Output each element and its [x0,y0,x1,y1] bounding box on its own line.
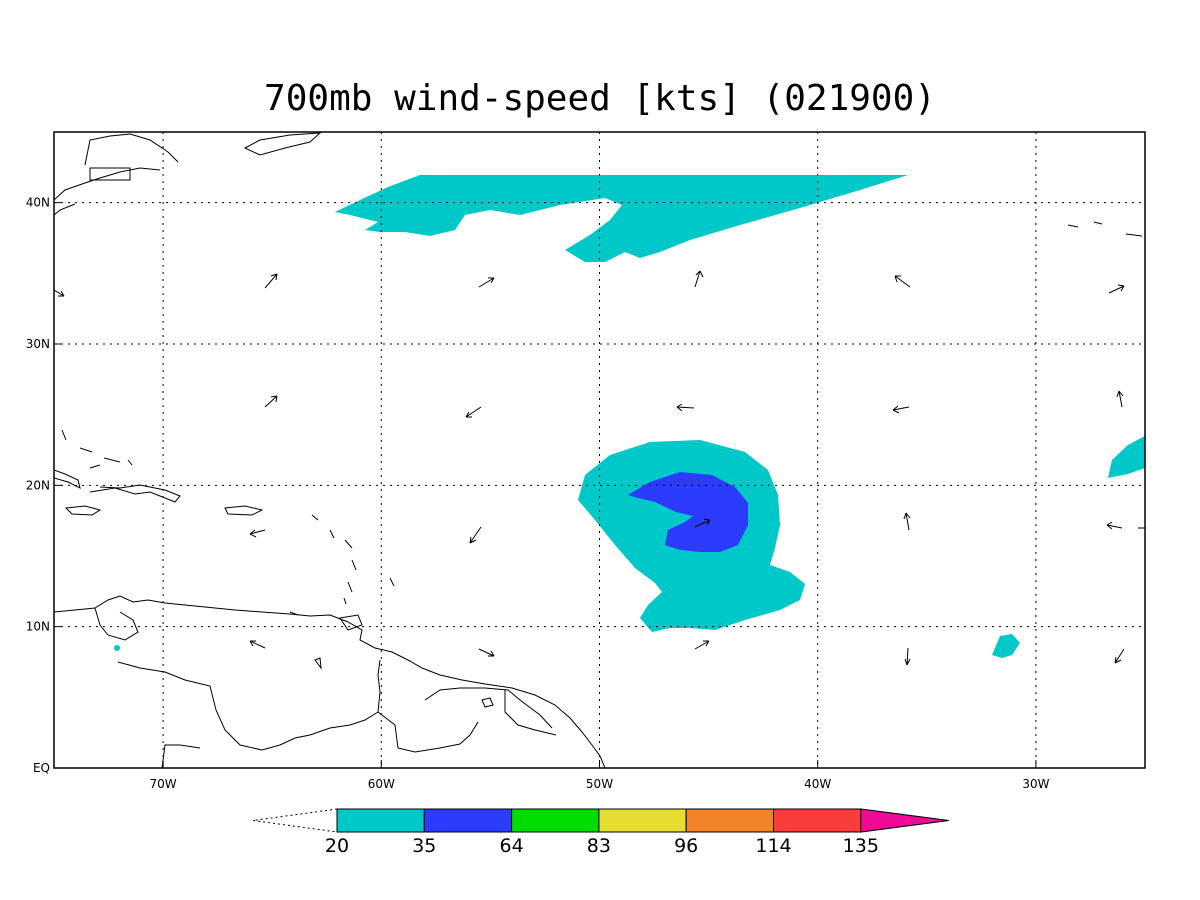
wind-speed-shading [114,175,1145,658]
colorbar-label: 83 [587,835,611,857]
border-south-america-3 [424,687,553,729]
storm-core-wind-area [628,472,748,552]
lat-tick-label: 40N [26,196,50,210]
coastline-nova-scotia [243,132,322,156]
coastline-small-islands [289,611,494,708]
wind-vector [249,640,266,649]
wind-vector [1114,648,1125,664]
border-south-america-2 [377,711,479,753]
colorbar-label: 114 [755,835,791,857]
coastlines [54,132,1143,768]
colorbar-box [511,808,600,833]
wind-vector [1108,284,1125,294]
wind-vector [1106,521,1123,530]
small-wind-area [992,634,1020,658]
lon-tick-label: 70W [150,777,177,791]
coastline-puerto-rico [224,505,264,516]
lat-tick-label: 10N [26,620,50,634]
lon-tick-label: 50W [586,777,613,791]
coastline-bahamas [61,429,133,469]
colorbar: 20 35 64 83 96 114 135 [252,808,949,857]
longitude-labels: 70W 60W 50W 40W 30W [150,760,1050,791]
lat-tick-label: 30N [26,337,50,351]
wind-vector [469,526,482,544]
coastline-venezuela-gulf [94,607,139,641]
lon-tick-label: 30W [1022,777,1049,791]
colorbar-box [598,808,687,833]
colorbar-box [685,808,775,833]
latitude-labels: 40N 30N 20N 10N EQ [26,196,62,775]
wind-vector [694,270,704,288]
colorbar-box [423,808,513,833]
coastline-cuba [54,469,81,489]
colorbar-low-triangle [252,808,338,833]
lon-tick-label: 40W [804,777,831,791]
wind-vector [892,405,910,414]
wind-vector [904,647,911,666]
colorbar-label: 135 [843,835,879,857]
wind-vector [676,403,695,412]
colorbar-box [773,808,862,833]
colorbar-label: 20 [325,835,349,857]
wind-vector [264,395,278,408]
coastline-jamaica [64,505,102,516]
plot-title: 700mb wind-speed [kts] (021900) [264,78,936,119]
wind-vector [249,529,266,538]
coastline-hispaniola [89,484,181,503]
colorbar-label: 64 [500,835,524,857]
colorbar-label: 96 [674,835,698,857]
lat-tick-label: 20N [26,478,50,492]
lon-tick-label: 60W [368,777,395,791]
border-south-america-4 [504,690,557,736]
wind-vector [264,273,278,289]
coastline-north-america [54,133,179,216]
wind-vector [694,518,711,528]
wind-vector [478,648,495,657]
coastline-south-america [54,595,606,768]
wind-vector [694,640,710,650]
colorbar-label: 35 [412,835,436,857]
border-south-america-1 [117,659,381,751]
coastline-trinidad [339,614,363,631]
lat-tick-label: EQ [33,761,50,775]
coastline-azores [1067,221,1143,237]
wind-vector [478,277,495,288]
graticule [54,132,1145,768]
tiny-wind-area [114,645,120,651]
wind-vector [54,289,65,297]
colorbar-high-triangle [860,808,949,833]
wind-vector [1116,390,1124,408]
wind-vectors [54,270,1145,666]
east-wind-area [1108,436,1145,478]
colorbar-box [336,808,425,833]
border-south-america-5 [161,744,201,768]
coastline-lesser-antilles [311,514,395,605]
wind-vector [903,512,911,531]
wind-vector [465,406,482,418]
wind-vector [894,275,911,288]
jet-streak-north [335,175,908,262]
